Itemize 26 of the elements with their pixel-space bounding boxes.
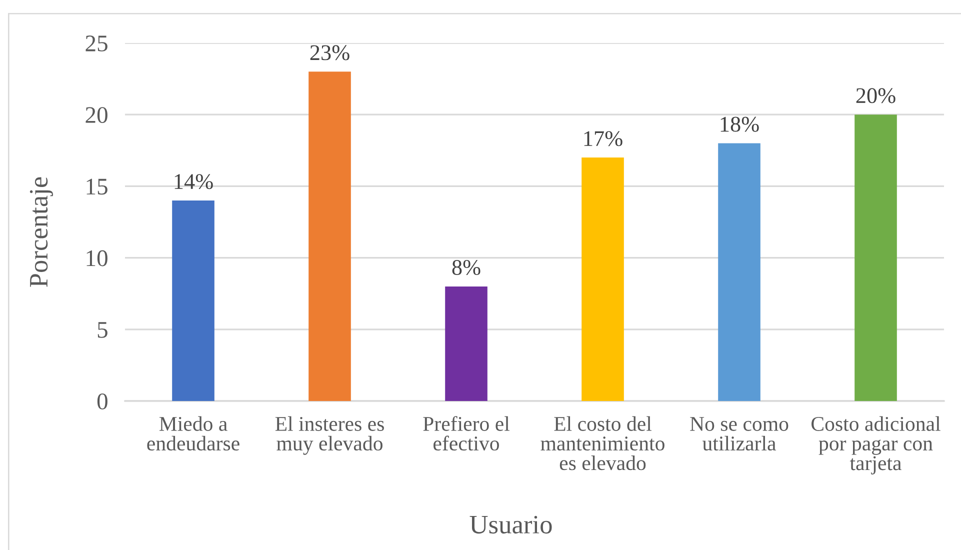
x-tick-label: No se como utilizarla [690,417,788,451]
x-tick-label: Prefiero el efectivo [423,416,510,451]
bar [582,158,624,401]
data-label: 17% [584,131,622,146]
x-tick-label: Miedo a endeudarse [147,416,240,451]
y-tick-label: 10 [86,250,108,266]
data-label: 8% [452,260,480,276]
bar [445,286,488,401]
bar [172,200,214,401]
x-tick-label: Costo adicional por pagar con tarjeta [812,416,940,474]
y-tick-label: 15 [86,178,108,195]
bar [854,114,897,401]
x-axis-title: Usuario [470,516,552,534]
bar [308,72,351,401]
y-tick-label: 20 [86,107,108,124]
x-tick-label: El costo del mantenimiento es elevado [540,416,664,470]
y-tick-label: 25 [86,36,108,52]
data-label: 18% [720,116,759,132]
y-tick-label: 0 [97,393,108,410]
y-axis-title: Porcentaje [30,177,53,287]
x-tick-label: El insteres es muy elevado [275,416,384,455]
data-label: 20% [856,88,896,104]
data-label: 14% [174,174,213,190]
data-label: 23% [310,45,350,60]
y-tick-label: 5 [98,322,108,338]
bar [718,143,760,401]
